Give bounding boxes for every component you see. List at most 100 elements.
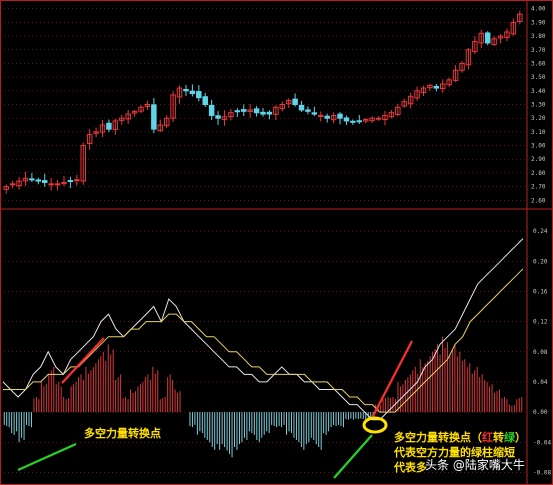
candle-body (362, 119, 369, 122)
candle-body (106, 122, 112, 130)
price-tick-label: 2.60 (531, 197, 546, 204)
price-tick-label: 3.90 (531, 19, 546, 26)
candle-body (375, 117, 382, 120)
candle-body (61, 181, 67, 185)
dea-line (3, 268, 524, 413)
candle-body (234, 110, 241, 113)
macd-tick-label: 0.16 (533, 288, 548, 295)
candle-body (484, 32, 491, 44)
candle-body (215, 115, 221, 119)
candle-body (196, 91, 202, 99)
candle-body (504, 31, 510, 38)
candle-body (93, 131, 99, 134)
macd-tick-label: 0.24 (533, 228, 548, 235)
candle-body (151, 104, 157, 130)
candle-body (131, 110, 138, 114)
candle-body (459, 62, 465, 71)
candle-body (253, 108, 260, 114)
price-tick-label: 3.40 (531, 88, 546, 95)
right-annotation-line2: 代表空方力量的绿柱缩短 (393, 445, 515, 459)
candle-body (125, 113, 131, 120)
right-annotation-mid-word: 转 (493, 430, 504, 444)
candle-body (247, 109, 253, 112)
right-annotation-line1: 多空力量转换点（红转绿） (394, 430, 526, 444)
candle-body (517, 13, 523, 22)
candle-body (228, 112, 234, 118)
green-trend-line-left (17, 442, 77, 472)
dif-line (2, 238, 524, 421)
candle-body (446, 79, 452, 86)
candle-body (86, 134, 93, 145)
macd-histogram (3, 336, 523, 458)
macd-tick-label: 0.20 (533, 258, 548, 265)
price-tick-label: 3.70 (531, 47, 546, 54)
candle-body (292, 98, 298, 105)
candle-body (240, 109, 247, 112)
price-tick-label: 3.50 (531, 74, 546, 81)
candle-body (491, 38, 497, 45)
candle-body (324, 115, 330, 119)
candle-body (465, 49, 472, 66)
candle-body (318, 114, 324, 117)
right-annotation-red-word: 红 (482, 430, 493, 444)
candle-body (54, 183, 61, 186)
red-trend-line-left (61, 337, 105, 384)
candle-body (285, 99, 292, 105)
candle-body (202, 96, 208, 106)
macd-tick-label: 0.04 (533, 379, 548, 386)
candle-body (305, 109, 311, 112)
price-tick-label: 2.70 (531, 184, 546, 191)
right-annotation-close: ） (515, 431, 526, 444)
candle-body (208, 104, 215, 116)
macd-tick-label: 0.08 (533, 349, 548, 356)
price-axis-ticks: 4.00 3.90 3.80 3.70 3.60 3.50 3.40 3.30 3.20 3.10… (531, 6, 546, 205)
candle-body (433, 85, 440, 89)
macd-tick-label: -0.08 (533, 469, 551, 476)
right-annotation-line3: 代表多 (393, 460, 427, 474)
candle-body (16, 180, 22, 187)
right-annotation-part-a: 多空力量转换点（ (394, 430, 482, 444)
red-trend-line-right (371, 340, 413, 419)
candle-body (420, 87, 427, 94)
candle-body (414, 90, 420, 99)
candle-body (189, 90, 196, 95)
candle-body (452, 69, 459, 81)
candle-body (67, 180, 74, 183)
candle-body (144, 104, 151, 108)
candle-body (478, 32, 485, 44)
candle-body (183, 88, 189, 92)
price-tick-label: 3.00 (531, 143, 546, 150)
candle-body (388, 112, 395, 118)
candle-body (407, 95, 414, 105)
candle-body (279, 104, 286, 109)
price-tick-label: 3.30 (531, 102, 546, 109)
price-tick-label: 2.90 (531, 156, 546, 163)
green-trend-line-right (333, 434, 373, 479)
candle-body (99, 124, 106, 133)
candle-body (337, 113, 343, 119)
macd-tick-label: -0.04 (533, 439, 551, 446)
candle-body (311, 112, 318, 115)
macd-lines (2, 238, 524, 421)
candle-body (266, 111, 273, 115)
candle-body (472, 41, 478, 53)
price-tick-label: 3.60 (531, 60, 546, 67)
candle-body (369, 117, 375, 122)
candle-body (343, 117, 350, 122)
candle-body (35, 179, 42, 182)
candle-body (510, 21, 517, 35)
candle-body (112, 120, 119, 130)
macd-tick-label: 0.12 (533, 319, 548, 326)
candle-body (41, 180, 48, 183)
price-tick-label: 3.80 (531, 33, 546, 40)
candle-body (163, 117, 170, 127)
candle-body (497, 35, 504, 39)
candle-body (29, 178, 35, 181)
candle-body (22, 177, 29, 182)
candle-body (382, 114, 388, 121)
candle-body (260, 111, 266, 115)
price-tick-label: 4.00 (531, 6, 546, 13)
price-tick-label: 3.20 (531, 115, 546, 122)
